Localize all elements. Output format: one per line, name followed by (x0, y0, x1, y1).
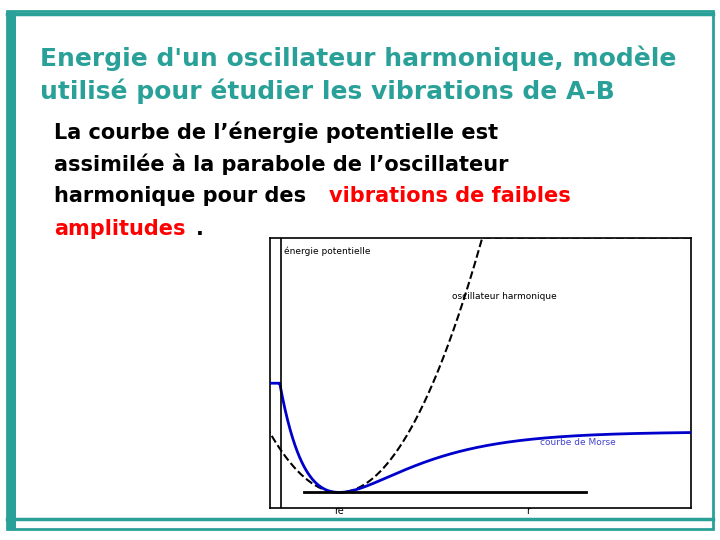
Text: amplitudes: amplitudes (54, 219, 186, 239)
Text: .: . (196, 219, 204, 239)
Text: r: r (526, 505, 530, 516)
Text: La courbe de l’énergie potentielle est: La courbe de l’énergie potentielle est (54, 122, 498, 143)
Text: harmonique pour des: harmonique pour des (54, 186, 313, 206)
Text: utilisé pour étudier les vibrations de A-B: utilisé pour étudier les vibrations de A… (40, 78, 614, 104)
Text: assimilée à la parabole de l’oscillateur: assimilée à la parabole de l’oscillateur (54, 154, 508, 176)
Text: Energie d'un oscillateur harmonique, modèle: Energie d'un oscillateur harmonique, mod… (40, 46, 676, 71)
Text: re: re (334, 505, 344, 516)
Text: oscillateur harmonique: oscillateur harmonique (452, 292, 557, 301)
Text: vibrations de faibles: vibrations de faibles (329, 186, 571, 206)
Bar (7, 11, 16, 529)
Text: courbe de Morse: courbe de Morse (540, 438, 616, 447)
Text: énergie potentielle: énergie potentielle (284, 247, 370, 256)
